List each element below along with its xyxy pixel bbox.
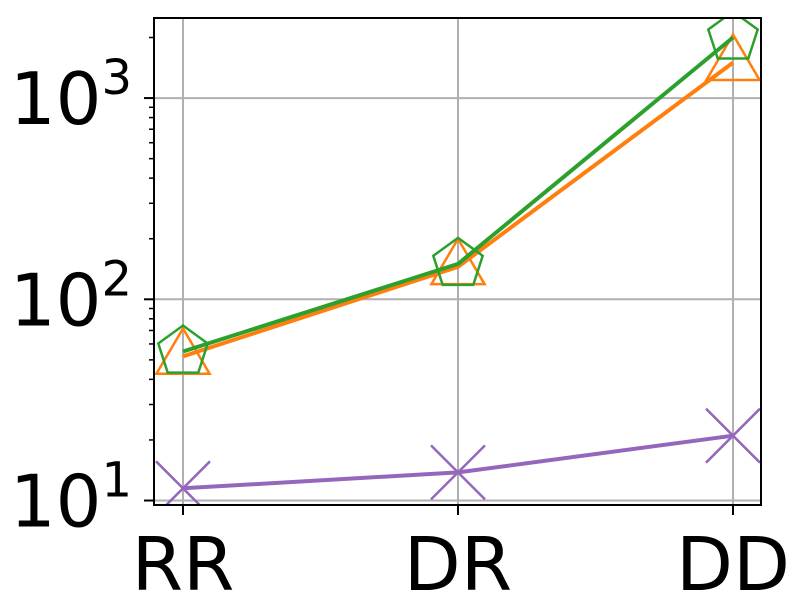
y-tick-exponent: 2 — [101, 251, 132, 307]
series-line-triangle — [182, 60, 735, 359]
x-axis: RR DR DD — [132, 505, 790, 595]
grid-lines — [154, 18, 761, 505]
y-tick-base: 10 — [10, 460, 102, 544]
series-layer — [154, 18, 761, 505]
x-tick-label-dr: DR — [404, 522, 512, 595]
y-tick-label-100: 102 — [10, 251, 132, 342]
y-tick-label-1000: 103 — [10, 50, 132, 141]
pentagon-marker — [156, 323, 210, 374]
pentagon-marker — [431, 236, 485, 287]
pentagon-marker — [706, 18, 760, 60]
x-marker-stroke — [430, 444, 486, 501]
x-tick-label-rr: RR — [132, 522, 235, 595]
series-pentagon — [156, 18, 760, 374]
y-tick-label-10: 101 — [10, 453, 132, 544]
series-x — [155, 407, 761, 505]
x-marker-stroke — [705, 407, 761, 464]
y-tick-exponent: 1 — [101, 453, 132, 509]
y-tick-exponent: 3 — [101, 50, 132, 106]
series-line-pentagon — [182, 35, 735, 354]
x-marker-stroke — [164, 460, 211, 505]
x-tick-label-dd: DD — [676, 522, 790, 595]
y-tick-base: 10 — [10, 258, 102, 342]
y-tick-base: 10 — [10, 57, 102, 141]
